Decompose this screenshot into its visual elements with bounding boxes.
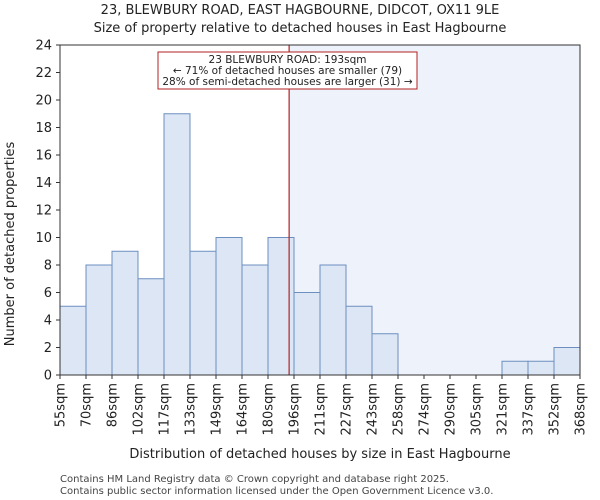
y-tick-label: 4 [44,314,52,329]
histogram-bar [85,264,113,376]
x-tick-label: 227sqm [340,383,355,436]
y-tick-label: 18 [35,121,52,136]
x-tick-label: 117sqm [158,383,173,436]
x-tick-label: 149sqm [210,383,225,436]
histogram-bar [501,360,529,376]
chart-title: 23, BLEWBURY ROAD, EAST HAGBOURNE, DIDCO… [101,3,500,18]
histogram-bar [111,250,139,376]
footer-line-2: Contains public sector information licen… [60,486,493,497]
histogram-bar [345,305,373,376]
histogram-bar [189,250,217,376]
histogram-bar [163,113,191,376]
annotation-box: 23 BLEWBURY ROAD: 193sqm ← 71% of detach… [157,51,418,90]
y-tick-label: 2 [44,341,52,356]
x-tick-label: 70sqm [80,383,95,427]
histogram-bar [371,333,399,376]
annotation-line-address: 23 BLEWBURY ROAD: 193sqm [209,54,367,66]
y-tick-label: 8 [44,259,52,274]
histogram-bar [59,305,87,376]
x-tick-label: 164sqm [236,383,251,436]
x-axis-label: Distribution of detached houses by size … [129,447,510,462]
annotation-line-smaller: ← 71% of detached houses are smaller (79… [173,65,402,77]
x-tick-label: 211sqm [314,383,329,436]
x-tick-label: 321sqm [496,383,511,436]
y-tick-label: 10 [35,231,52,246]
y-tick-label: 24 [35,39,52,54]
y-tick-label: 14 [35,176,52,191]
x-tick-label: 243sqm [366,383,381,436]
x-tick-label: 133sqm [184,383,199,436]
histogram-bar [319,264,347,376]
y-tick-label: 20 [35,94,52,109]
x-tick-label: 368sqm [574,383,589,436]
y-tick-label: 0 [44,369,52,384]
y-tick-label: 16 [35,149,52,164]
chart-subtitle: Size of property relative to detached ho… [94,21,507,36]
footer-line-1: Contains HM Land Registry data © Crown c… [60,474,449,485]
x-tick-label: 180sqm [262,383,277,436]
x-axis-ticks: 55sqm 70sqm 86sqm 102sqm 117sqm 133sqm 149sqm 1… [54,375,589,436]
histogram-bar [137,278,165,376]
y-tick-label: 22 [35,66,52,81]
x-tick-label: 86sqm [106,383,121,427]
annotation-frame [157,51,418,90]
y-axis-label: Number of detached properties [3,142,18,347]
histogram-bar [267,237,295,376]
x-tick-label: 258sqm [392,383,407,436]
x-tick-label: 337sqm [522,383,537,436]
plot-border [59,44,581,376]
x-tick-label: 305sqm [470,383,485,436]
histogram-bar [293,292,321,376]
y-tick-label: 12 [35,204,52,219]
y-tick-label: 6 [44,286,52,301]
x-tick-label: 290sqm [444,383,459,436]
histogram-bar [241,264,269,376]
histogram-bar [553,347,581,376]
x-tick-label: 352sqm [548,383,563,436]
x-tick-label: 55sqm [54,383,69,427]
x-tick-label: 274sqm [418,383,433,436]
histogram-bar [215,237,243,376]
histogram-bar [527,360,555,376]
annotation-line-larger: 28% of semi-detached houses are larger (… [162,76,413,88]
x-tick-label: 196sqm [288,383,303,436]
x-tick-label: 102sqm [132,383,147,436]
